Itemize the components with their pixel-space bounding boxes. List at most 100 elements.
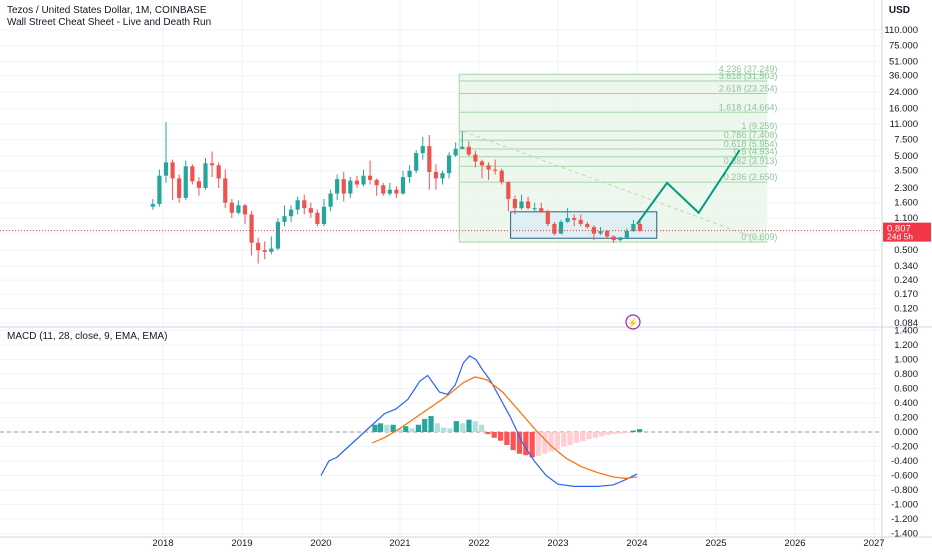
candle bbox=[440, 170, 445, 185]
candle-body bbox=[262, 250, 267, 252]
price-tick-label: 1.100 bbox=[894, 213, 918, 224]
candle-body bbox=[170, 162, 175, 179]
candle-body bbox=[394, 189, 399, 194]
candle-body bbox=[354, 180, 360, 185]
macd-histogram-bar bbox=[611, 432, 617, 435]
candle bbox=[381, 182, 386, 196]
time-tick-label: 2023 bbox=[547, 538, 568, 549]
price-tick-label: 75.000 bbox=[889, 41, 918, 52]
candle-body bbox=[604, 231, 610, 237]
candle bbox=[242, 203, 248, 224]
candle bbox=[466, 141, 471, 157]
price-tick-label: 2.300 bbox=[894, 183, 918, 194]
candle-body bbox=[440, 173, 445, 179]
candle-body bbox=[302, 200, 307, 209]
price-tick-label: 0.120 bbox=[894, 303, 918, 314]
price-tick-label: 5.000 bbox=[894, 151, 918, 162]
candle bbox=[499, 168, 504, 185]
candle-body bbox=[288, 209, 294, 217]
macd-histogram-bar bbox=[485, 432, 491, 435]
candle bbox=[348, 177, 353, 198]
time-tick-label: 2021 bbox=[389, 538, 410, 549]
macd-histogram-bar bbox=[377, 423, 384, 432]
macd-signal-line bbox=[372, 376, 638, 480]
macd-tick-label: -1.400 bbox=[891, 529, 918, 540]
price-tick-label: 0.084 bbox=[894, 318, 918, 329]
candle bbox=[473, 150, 478, 168]
macd-histogram-bar bbox=[542, 432, 548, 454]
candle bbox=[420, 137, 425, 160]
candle-body bbox=[558, 221, 564, 234]
candle bbox=[479, 159, 485, 179]
macd-histogram-bar bbox=[415, 424, 421, 432]
candle bbox=[203, 157, 208, 190]
event-marker-circle bbox=[625, 314, 641, 330]
candle bbox=[539, 202, 544, 213]
candle bbox=[328, 189, 333, 212]
candle-body bbox=[618, 237, 623, 241]
candle bbox=[525, 196, 531, 210]
candle-body bbox=[552, 223, 557, 234]
candle bbox=[157, 169, 162, 207]
last-price-badge bbox=[883, 222, 931, 242]
macd-histogram-bar bbox=[554, 432, 561, 450]
macd-histogram-bar bbox=[422, 418, 428, 432]
macd-tick-label: -0.800 bbox=[891, 485, 918, 496]
macd-histogram-bar bbox=[523, 432, 529, 456]
candle bbox=[150, 199, 155, 210]
candle-body bbox=[414, 153, 419, 171]
fib-level-label: 1.618 (14.664) bbox=[719, 102, 778, 112]
macd-histogram-bar bbox=[409, 428, 415, 432]
time-tick-label: 2020 bbox=[310, 538, 331, 549]
macd-tick-label: 1.200 bbox=[894, 340, 918, 351]
candle bbox=[604, 229, 610, 239]
candle bbox=[354, 175, 360, 188]
macd-histogram bbox=[372, 416, 643, 458]
price-tick-label: 24.000 bbox=[889, 87, 918, 98]
candle-body bbox=[348, 180, 353, 194]
last-price-value: 0.807 bbox=[887, 224, 911, 235]
candle bbox=[532, 202, 537, 212]
candle-body bbox=[321, 206, 327, 224]
candle-body bbox=[460, 146, 465, 149]
candle-body bbox=[565, 218, 570, 222]
price-tick-label: 11.000 bbox=[890, 119, 918, 130]
macd-histogram-bar bbox=[441, 427, 447, 432]
candle-body bbox=[361, 175, 366, 185]
candle bbox=[387, 182, 392, 196]
candle bbox=[433, 164, 439, 190]
macd-histogram-bar bbox=[460, 423, 466, 432]
candle bbox=[558, 219, 564, 235]
candle-body bbox=[223, 178, 228, 203]
price-tick-label: 0.240 bbox=[894, 275, 918, 286]
candle-body bbox=[216, 165, 221, 179]
candle-body bbox=[631, 223, 636, 232]
macd-histogram-bar bbox=[586, 432, 592, 440]
event-marker-icon: ⚡ bbox=[625, 314, 641, 330]
macd-histogram-bar bbox=[472, 421, 478, 432]
price-tick-label: 7.500 bbox=[894, 135, 918, 146]
candle-body bbox=[532, 208, 537, 210]
candle bbox=[453, 142, 458, 158]
fib-level-label: 0.786 (7.408) bbox=[724, 130, 778, 140]
price-tick-label: 3.500 bbox=[894, 166, 918, 177]
macd-title: MACD (11, 28, close, 9, EMA, EMA) bbox=[7, 331, 168, 342]
candle-body bbox=[190, 166, 195, 182]
candle-body bbox=[598, 231, 603, 234]
candle bbox=[262, 241, 267, 260]
macd-tick-label: 1.000 bbox=[894, 355, 918, 366]
price-tick-label: 110.000 bbox=[884, 25, 918, 36]
fib-level-label: 4.236 (37.249) bbox=[719, 64, 778, 74]
fib-extension: 4.236 (37.249)3.618 (31.503) 2.618 (23.25… bbox=[458, 64, 778, 243]
macd-histogram-bar bbox=[384, 424, 390, 432]
time-tick-label: 2024 bbox=[626, 538, 647, 549]
candle-body bbox=[387, 189, 392, 194]
candle bbox=[216, 162, 221, 188]
candle-body bbox=[433, 171, 439, 179]
candle-body bbox=[341, 179, 346, 194]
macd-histogram-bar bbox=[599, 432, 605, 437]
macd-tick-label: -0.600 bbox=[891, 471, 918, 482]
currency-label[interactable]: USD bbox=[888, 5, 910, 16]
fib-level-label: 0.236 (2.650) bbox=[724, 172, 778, 182]
